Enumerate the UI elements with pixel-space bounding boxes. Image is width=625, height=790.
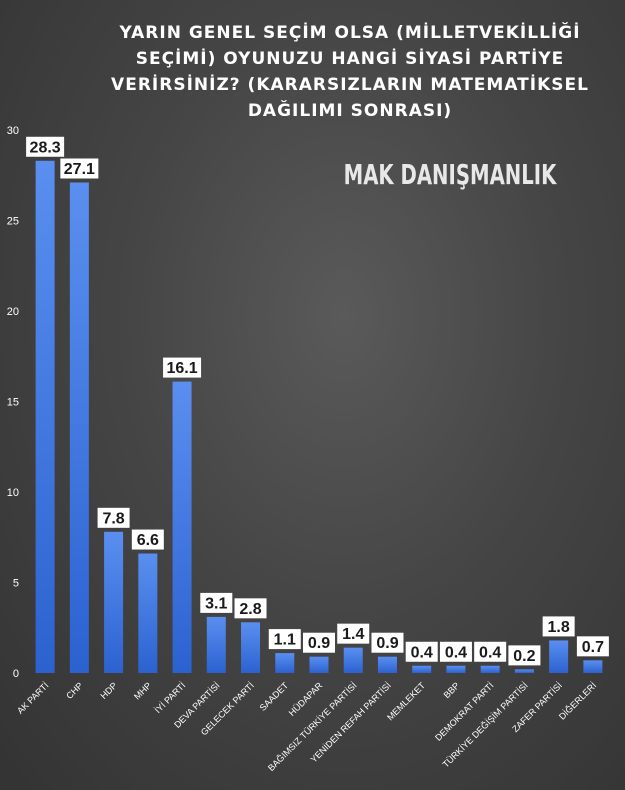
y-tick-label: 15 (7, 397, 19, 409)
data-label-box (542, 616, 575, 637)
x-tick-label: AK PARTİ (15, 680, 50, 715)
data-label: 0.9 (371, 632, 404, 653)
title-line: VERİRSİNİZ? (KARARSIZLARIN MATEMATİKSEL (111, 73, 589, 95)
watermark: MAK DANIŞMANLIK (344, 159, 558, 191)
data-label-text: 28.3 (30, 139, 61, 156)
bar (377, 656, 397, 673)
bar (69, 182, 89, 674)
title-line: YARIN GENEL SEÇİM OLSA (MİLLETVEKİLLİĞİ (118, 21, 580, 43)
bar (104, 531, 124, 673)
data-label-text: 0.4 (445, 644, 467, 661)
bar (35, 160, 55, 673)
y-tick-label: 5 (13, 578, 19, 590)
bar (309, 656, 329, 673)
data-label: 0.2 (508, 645, 541, 666)
bar (275, 653, 295, 673)
bar (514, 669, 534, 673)
data-label: 0.7 (576, 636, 609, 657)
data-label-text: 27.1 (64, 161, 95, 178)
data-label-box (508, 645, 541, 666)
data-label: 27.1 (60, 158, 99, 179)
data-label-box (131, 529, 164, 550)
data-label-box (26, 136, 65, 157)
data-label-text: 16.1 (166, 360, 197, 377)
x-tick-label: BBP (442, 680, 462, 700)
data-label: 0.4 (474, 641, 507, 662)
data-label: 28.3 (26, 136, 65, 157)
data-label: 3.1 (200, 592, 233, 613)
y-tick-label: 20 (7, 306, 19, 318)
title-line: DAĞILIMI SONRASI) (248, 99, 452, 121)
data-label: 6.6 (131, 529, 164, 550)
bar (241, 622, 261, 673)
data-label-box (268, 629, 301, 650)
data-label: 2.8 (234, 598, 267, 619)
data-label-text: 1.1 (274, 632, 296, 649)
bar (343, 647, 363, 673)
data-label-box (303, 632, 335, 653)
y-tick-label: 0 (13, 668, 19, 680)
data-label-text: 1.4 (342, 626, 364, 643)
y-tick-label: 30 (7, 125, 19, 137)
bar (480, 665, 500, 673)
data-label-box (371, 632, 404, 653)
bar (206, 616, 226, 673)
data-label: 16.1 (163, 357, 202, 378)
y-tick-label: 25 (7, 216, 19, 228)
data-label-box (200, 592, 233, 613)
data-label-text: 0.9 (308, 635, 330, 652)
x-tick-label: SAADET (258, 680, 291, 713)
bar (446, 665, 466, 673)
data-label: 1.8 (542, 616, 575, 637)
data-label-text: 6.6 (137, 532, 159, 549)
data-label-text: 7.8 (102, 510, 124, 527)
data-label: 1.1 (268, 629, 301, 650)
data-label-text: 0.4 (411, 644, 433, 661)
data-label-box (337, 623, 370, 644)
data-label: 0.4 (439, 641, 472, 662)
y-tick-label: 10 (7, 487, 19, 499)
data-label-box (234, 598, 267, 619)
data-label-box (405, 641, 438, 662)
bar (138, 553, 158, 673)
data-label-box (60, 158, 99, 179)
data-label-box (576, 636, 609, 657)
data-label: 0.9 (303, 632, 335, 653)
data-label-text: 3.1 (205, 595, 227, 612)
data-label-text: 1.8 (548, 619, 570, 636)
data-label-text: 2.8 (239, 601, 261, 618)
x-tick-label: DEMOKRAT PARTİ (433, 680, 495, 742)
bar (172, 381, 192, 673)
bar (549, 640, 569, 673)
x-tick-label: CHP (64, 680, 85, 701)
data-label-box (163, 357, 202, 378)
data-labels: 28.327.1 7.8 6.6 16.1 3.1 2.8 1.1 0.9 1.4 0.9 0.4 0… (26, 136, 609, 666)
bar (412, 665, 432, 673)
bars (35, 160, 603, 674)
x-tick-label: İYİ PARTİ (153, 680, 188, 715)
data-label-box (474, 641, 507, 662)
x-tick-label: MHP (132, 680, 153, 701)
data-label: 7.8 (97, 507, 130, 528)
y-axis: 0 5 10 15 20 25 30 (7, 125, 19, 680)
data-label: 0.4 (405, 641, 438, 662)
data-label-text: 0.7 (582, 639, 604, 656)
chart-title: YARIN GENEL SEÇİM OLSA (MİLLETVEKİLLİĞİ S… (111, 21, 589, 121)
data-label-box (97, 507, 130, 528)
data-label: 1.4 (337, 623, 370, 644)
x-tick-label: HDP (98, 680, 119, 701)
data-label-text: 0.4 (479, 644, 501, 661)
data-label-text: 0.9 (376, 635, 398, 652)
title-line: SEÇİMİ) OYUNUZU HANGİ SİYASİ PARTİYE (136, 47, 565, 69)
data-label-box (439, 641, 472, 662)
bar (583, 660, 603, 673)
data-label-text: 0.2 (513, 648, 535, 665)
